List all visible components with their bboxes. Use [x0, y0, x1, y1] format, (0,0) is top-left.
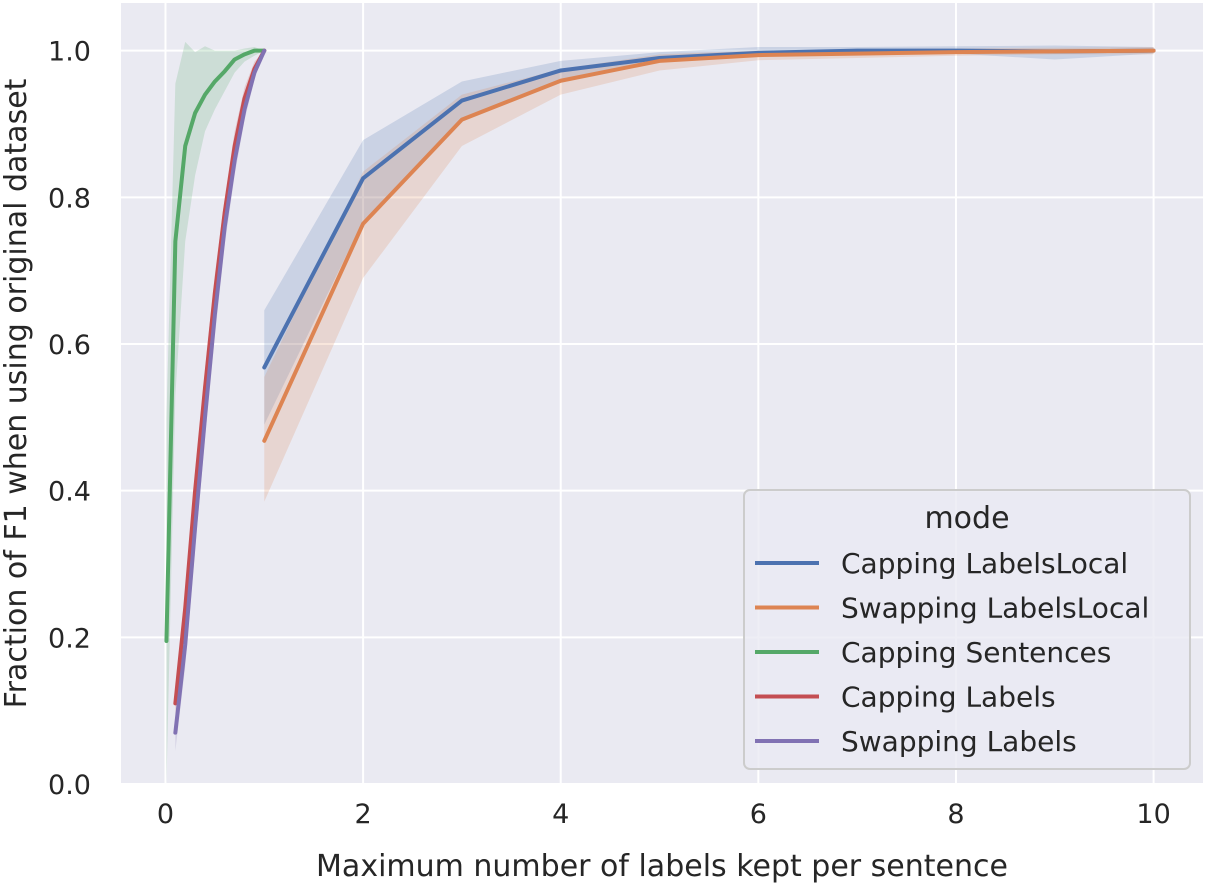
y-tick-label: 1.0: [48, 37, 91, 68]
swapping-labels-line: [173, 48, 267, 735]
confidence-bands: [166, 41, 1154, 785]
y-tick-label: 0.4: [48, 477, 91, 508]
legend-label-swapping-labelslocal: Swapping LabelsLocal: [841, 592, 1149, 625]
x-tick-label: 6: [750, 799, 767, 830]
legend: mode Capping LabelsLocal Swapping LabelsL…: [743, 489, 1191, 770]
legend-label-swapping-labels: Swapping Labels: [841, 725, 1077, 758]
legend-label-capping-labelslocal: Capping LabelsLocal: [841, 547, 1128, 580]
y-tick-label: 0.6: [48, 330, 91, 361]
series-lines: [164, 48, 1156, 735]
legend-label-capping-sentences: Capping Sentences: [841, 636, 1111, 669]
y-tick-label: 0.8: [48, 183, 91, 214]
legend-box: [743, 489, 1191, 770]
capping-sentences-line: [164, 48, 267, 643]
x-tick-label: 2: [354, 799, 371, 830]
swapping-labelslocal-line: [262, 48, 1156, 443]
tick-labels: 0 2 4 6 8 10 0.0 0.2 0.4 0.6 0.8 1.0: [48, 37, 1171, 830]
y-tick-label: 0.2: [48, 623, 91, 654]
legend-items: Capping LabelsLocal Swapping LabelsLocal C…: [755, 547, 1149, 758]
x-tick-label: 0: [157, 799, 174, 830]
capping-sentences-band: [166, 41, 265, 785]
x-axis-label: Maximum number of labels kept per senten…: [316, 849, 1008, 884]
legend-title: mode: [924, 501, 1009, 536]
x-tick-label: 4: [552, 799, 569, 830]
y-tick-label: 0.0: [48, 770, 91, 801]
x-tick-label: 8: [947, 799, 964, 830]
x-tick-label: 10: [1136, 799, 1170, 830]
legend-label-capping-labels: Capping Labels: [841, 681, 1056, 714]
grid-lines: [121, 3, 1203, 785]
y-axis-label: Fraction of F1 when using original datas…: [0, 78, 34, 708]
